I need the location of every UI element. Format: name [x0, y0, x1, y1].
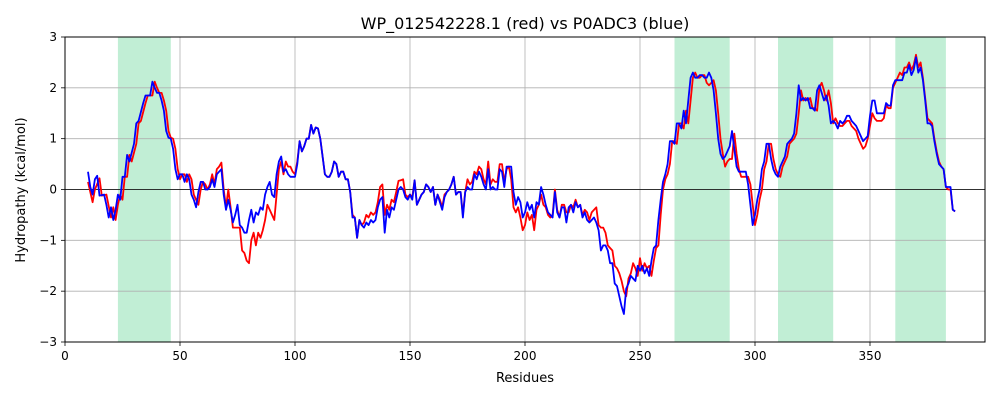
y-tick-label: −1	[39, 233, 57, 247]
y-tick-label: −2	[39, 284, 57, 298]
x-tick-label: 300	[744, 349, 767, 363]
series-layer	[87, 53, 956, 315]
chart-title: WP_012542228.1 (red) vs P0ADC3 (blue)	[361, 14, 690, 34]
y-tick-label: 3	[49, 30, 57, 44]
x-tick-label: 0	[61, 349, 69, 363]
x-tick-label: 100	[284, 349, 307, 363]
x-axis-label: Residues	[496, 371, 554, 386]
x-axis-ticks: 0 50 100 150 200 250 300 350	[61, 342, 881, 363]
x-tick-label: 150	[399, 349, 422, 363]
x-tick-label: 350	[859, 349, 882, 363]
y-tick-label: −3	[39, 335, 57, 349]
x-tick-label: 50	[172, 349, 187, 363]
y-tick-label: 0	[49, 183, 57, 197]
y-axis-ticks: −3 −2 −1 0 1 2 3	[39, 30, 65, 349]
y-axis-label: Hydropathy (kcal/mol)	[14, 117, 29, 262]
x-tick-label: 200	[514, 349, 537, 363]
y-tick-label: 2	[49, 81, 57, 95]
series-line-1	[87, 53, 956, 298]
x-tick-label: 250	[629, 349, 652, 363]
series-line-2	[87, 56, 956, 315]
y-tick-label: 1	[49, 132, 57, 146]
